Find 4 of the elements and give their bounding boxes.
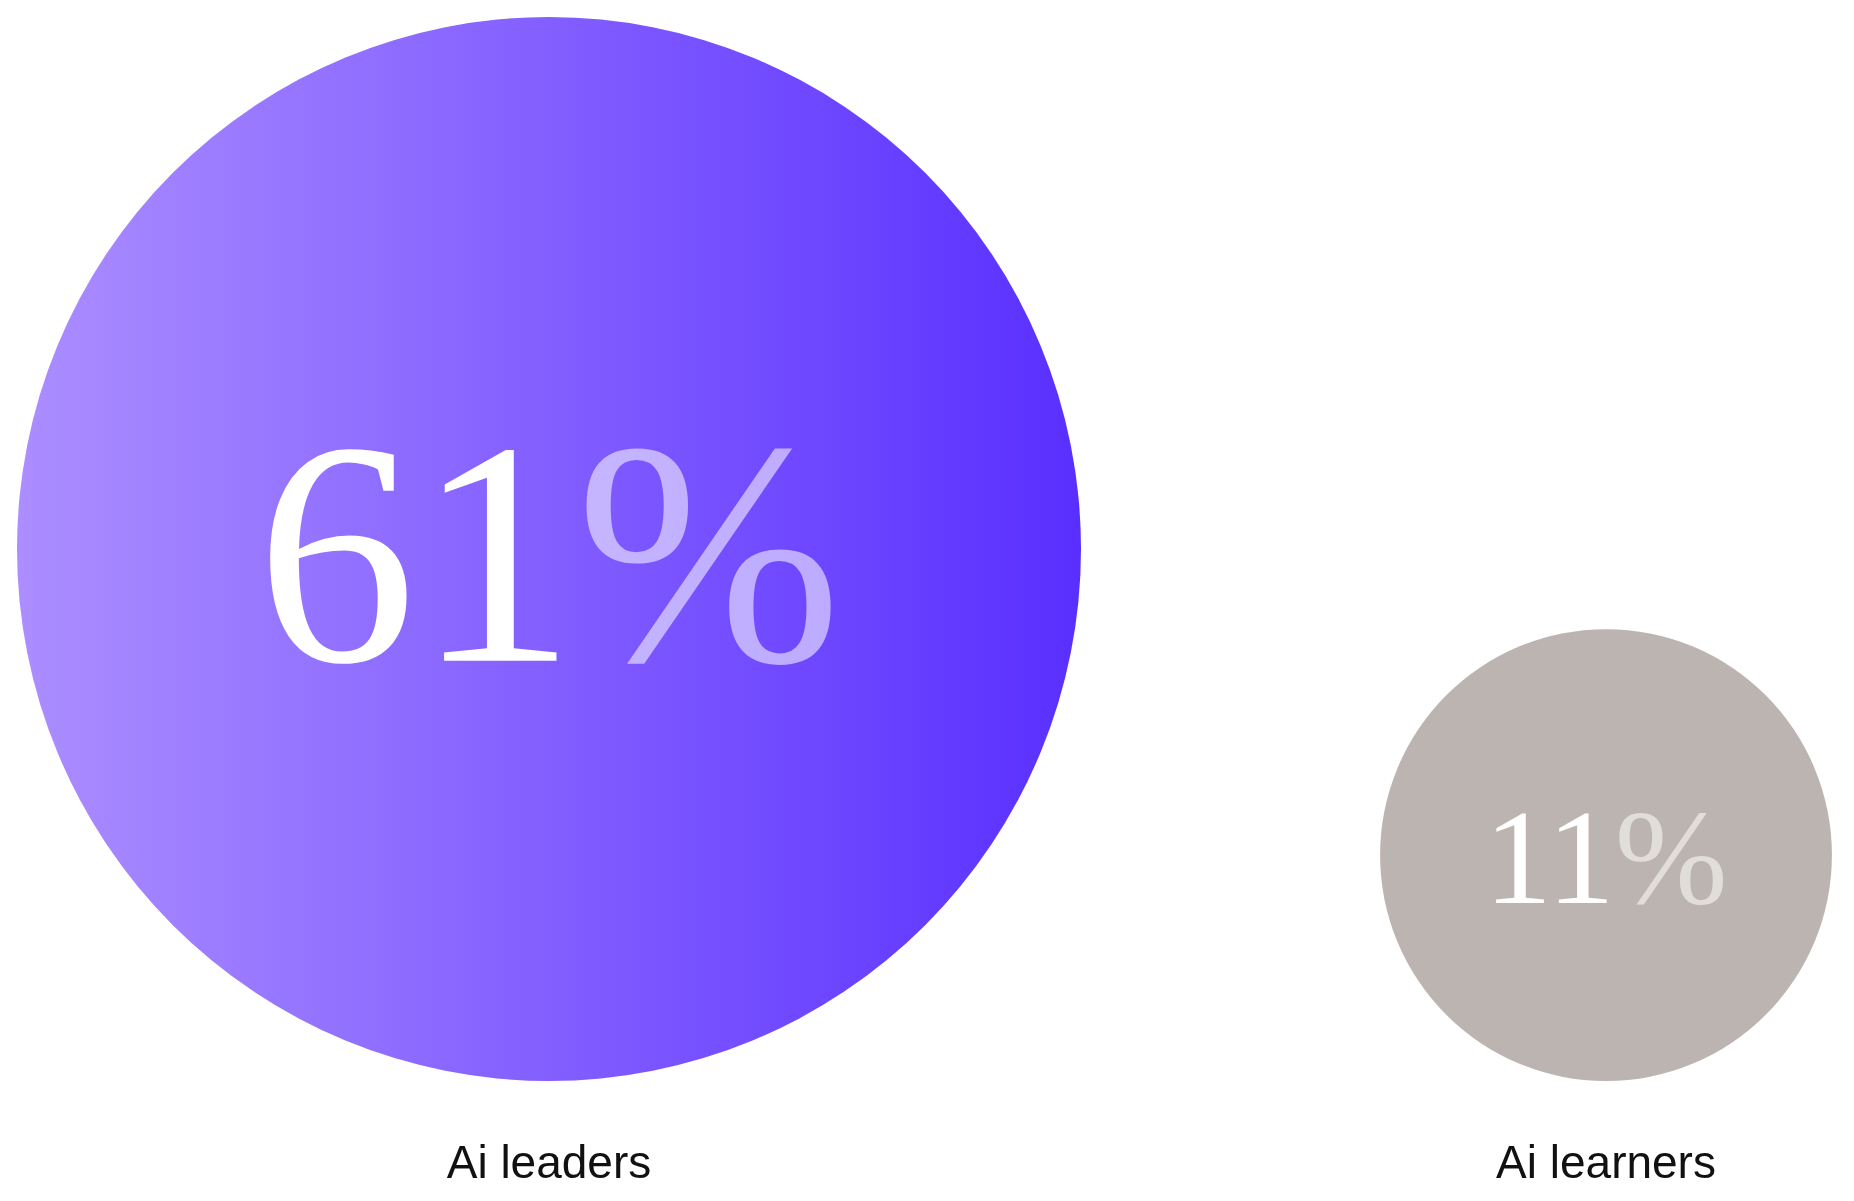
data-label: 61% — [256, 376, 842, 730]
x-tick-label: Ai learners — [1496, 1136, 1716, 1188]
x-tick-label: Ai leaders — [446, 1136, 652, 1188]
data-label: 11% — [1484, 781, 1728, 932]
